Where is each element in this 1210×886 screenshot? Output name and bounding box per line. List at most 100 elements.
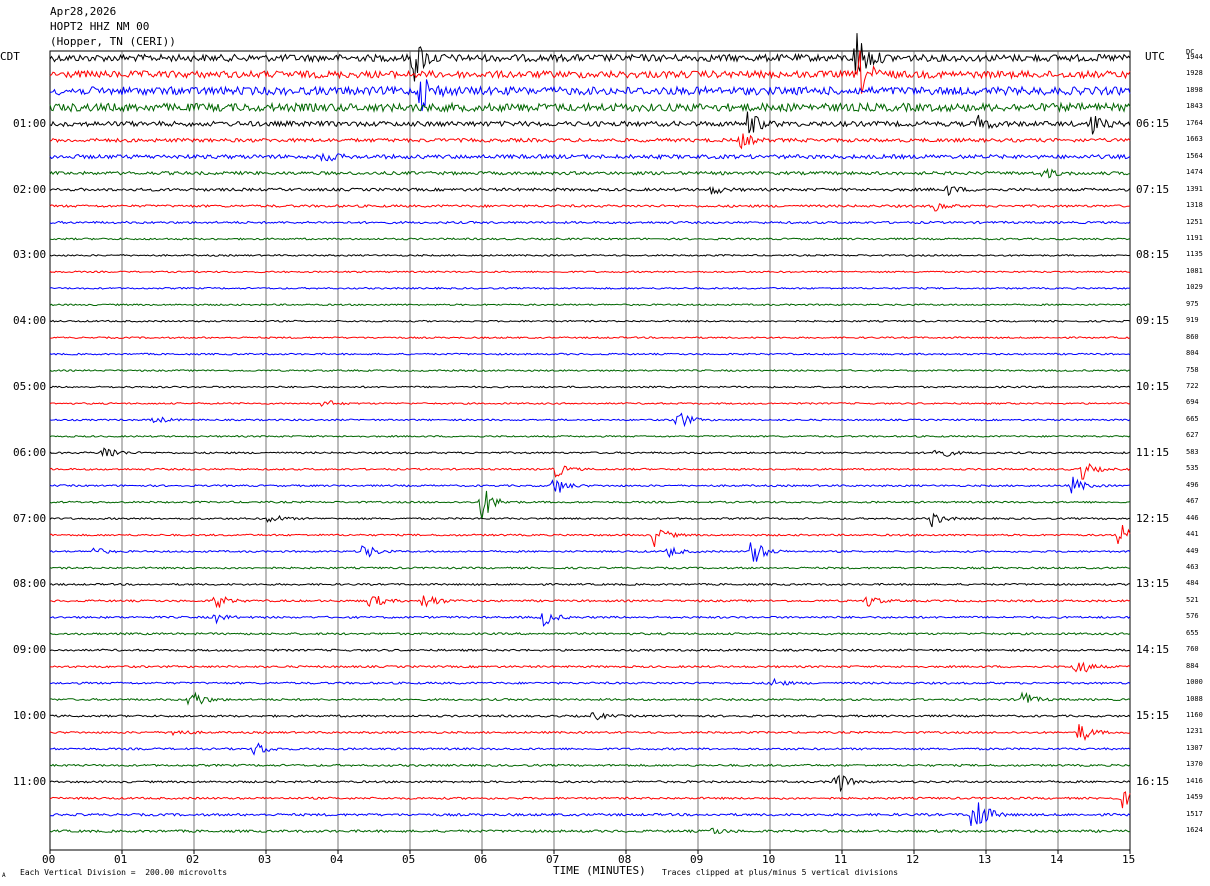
- trace-11: [49, 237, 1131, 241]
- plot-date: Apr28,2026: [50, 5, 117, 18]
- left-time-label: 05:00: [13, 380, 47, 393]
- right-time-label: 07:15: [1136, 182, 1170, 196]
- trace-43: [49, 763, 1131, 768]
- x-tick-label: 13: [978, 853, 992, 866]
- dc-offset-label: 694: [1186, 398, 1199, 407]
- trace-15: [49, 303, 1131, 307]
- dc-offset-label: 1624: [1186, 826, 1203, 835]
- trace-27: [49, 490, 1131, 520]
- dc-offset-label: 975: [1186, 299, 1199, 308]
- right-time-label: 15:15: [1136, 709, 1170, 722]
- right-time-label: 11:15: [1136, 445, 1170, 459]
- dc-offset-label: 1370: [1186, 760, 1203, 769]
- dc-offset-label: 1307: [1186, 743, 1203, 752]
- trace-24: [49, 447, 1131, 458]
- dc-offset-label: 1843: [1186, 102, 1203, 111]
- right-timezone-label: UTC: [1145, 50, 1165, 63]
- dc-offset-label: 1318: [1186, 201, 1203, 210]
- dc-offset-label: 655: [1186, 628, 1199, 637]
- left-time-label: 01:00: [13, 116, 47, 130]
- x-tick-label: 15: [1122, 853, 1136, 866]
- left-time-label: 04:00: [13, 314, 47, 328]
- left-time-label: 11:00: [13, 774, 47, 788]
- trace-23: [49, 434, 1131, 438]
- trace-45: [49, 791, 1131, 809]
- dc-offset-label: 1160: [1186, 711, 1203, 719]
- dc-offset-label: 760: [1186, 645, 1199, 654]
- trace-29: [49, 525, 1131, 547]
- dc-offset-label: 1474: [1186, 168, 1203, 177]
- trace-14: [49, 286, 1131, 290]
- dc-offset-label: 1944: [1186, 53, 1203, 61]
- trace-1: [49, 50, 1131, 94]
- trace-9: [49, 203, 1131, 212]
- dc-offset-label: 1000: [1186, 678, 1203, 687]
- trace-31: [49, 566, 1131, 570]
- right-time-label: 08:15: [1136, 248, 1170, 262]
- dc-offset-label: 1663: [1186, 135, 1203, 144]
- right-time-label: 16:15: [1136, 774, 1170, 788]
- trace-8: [49, 185, 1131, 197]
- dc-offset-label: 758: [1186, 365, 1199, 374]
- left-time-label: 09:00: [13, 643, 47, 657]
- dc-offset-label: 884: [1186, 661, 1199, 670]
- x-tick-label: 05: [402, 853, 416, 866]
- dc-offset-label: 521: [1186, 595, 1199, 604]
- dc-offset-label: 1191: [1186, 233, 1203, 242]
- trace-25: [49, 463, 1131, 480]
- left-time-label: 07:00: [13, 511, 47, 525]
- left-time-label: 10:00: [13, 709, 47, 722]
- x-tick-label: 06: [474, 853, 488, 866]
- dc-offset-label: 1088: [1186, 694, 1203, 703]
- trace-41: [49, 724, 1131, 742]
- dc-offset-label: 1564: [1186, 151, 1203, 160]
- dc-offset-label: 463: [1186, 562, 1199, 571]
- trace-33: [50, 595, 1131, 609]
- x-tick-label: 12: [906, 853, 920, 866]
- dc-offset-label: 1764: [1186, 118, 1203, 127]
- x-tick-label: 14: [1050, 853, 1064, 866]
- dc-offset-label: 804: [1186, 349, 1199, 358]
- left-time-label: 02:00: [13, 182, 47, 196]
- x-tick-label: 09: [690, 853, 704, 866]
- trace-0: [49, 33, 1131, 82]
- plot-frame: [49, 50, 1131, 851]
- trace-28: [49, 512, 1131, 528]
- x-tick-label: 10: [762, 853, 776, 866]
- right-time-label: 14:15: [1136, 643, 1170, 657]
- trace-6: [49, 152, 1131, 163]
- x-tick-label: 03: [258, 853, 272, 866]
- right-time-label: 12:15: [1136, 511, 1170, 525]
- right-time-label: 09:15: [1136, 314, 1170, 328]
- trace-17: [49, 336, 1131, 340]
- station-location: (Hopper, TN (CERI)): [50, 35, 176, 48]
- x-tick-label: 00: [42, 853, 56, 866]
- trace-37: [49, 661, 1131, 673]
- x-axis-title: TIME (MINUTES): [553, 864, 646, 877]
- dc-offset-label: 1251: [1186, 217, 1203, 226]
- station-code: HOPT2 HHZ NM 00: [50, 20, 150, 33]
- x-tick-label: 02: [186, 853, 200, 866]
- x-tick-label: 04: [330, 853, 344, 866]
- trace-32: [49, 582, 1130, 587]
- trace-30: [49, 542, 1131, 562]
- dc-offset-label: 860: [1186, 332, 1199, 341]
- trace-34: [49, 613, 1131, 627]
- dc-offset-label: 449: [1186, 546, 1199, 555]
- trace-36: [49, 648, 1131, 652]
- trace-21: [49, 400, 1131, 407]
- dc-column-header: DC: [1186, 48, 1195, 56]
- dc-offset-label: 441: [1186, 530, 1199, 539]
- dc-offset-label: 1029: [1186, 283, 1203, 292]
- trace-5: [49, 133, 1131, 150]
- dc-offset-label: 467: [1186, 497, 1199, 506]
- x-tick-label: 08: [618, 853, 632, 866]
- trace-46: [49, 802, 1131, 826]
- corner-mark: A: [2, 872, 6, 879]
- trace-16: [49, 319, 1131, 323]
- trace-13: [49, 270, 1131, 274]
- dc-offset-label: 583: [1186, 447, 1199, 456]
- left-timezone-label: CDT: [0, 50, 20, 63]
- scale-note: Each Vertical Division = 200.00 microvol…: [20, 868, 228, 877]
